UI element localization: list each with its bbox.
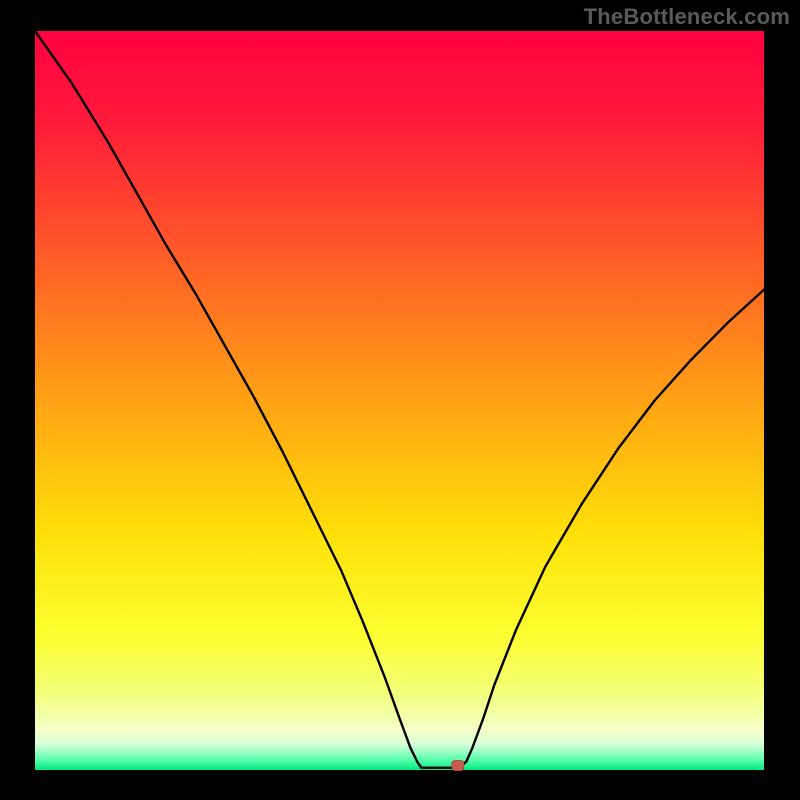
chart-svg: [0, 0, 800, 800]
operating-point-marker: [452, 761, 464, 771]
chart-container: TheBottleneck.com: [0, 0, 800, 800]
